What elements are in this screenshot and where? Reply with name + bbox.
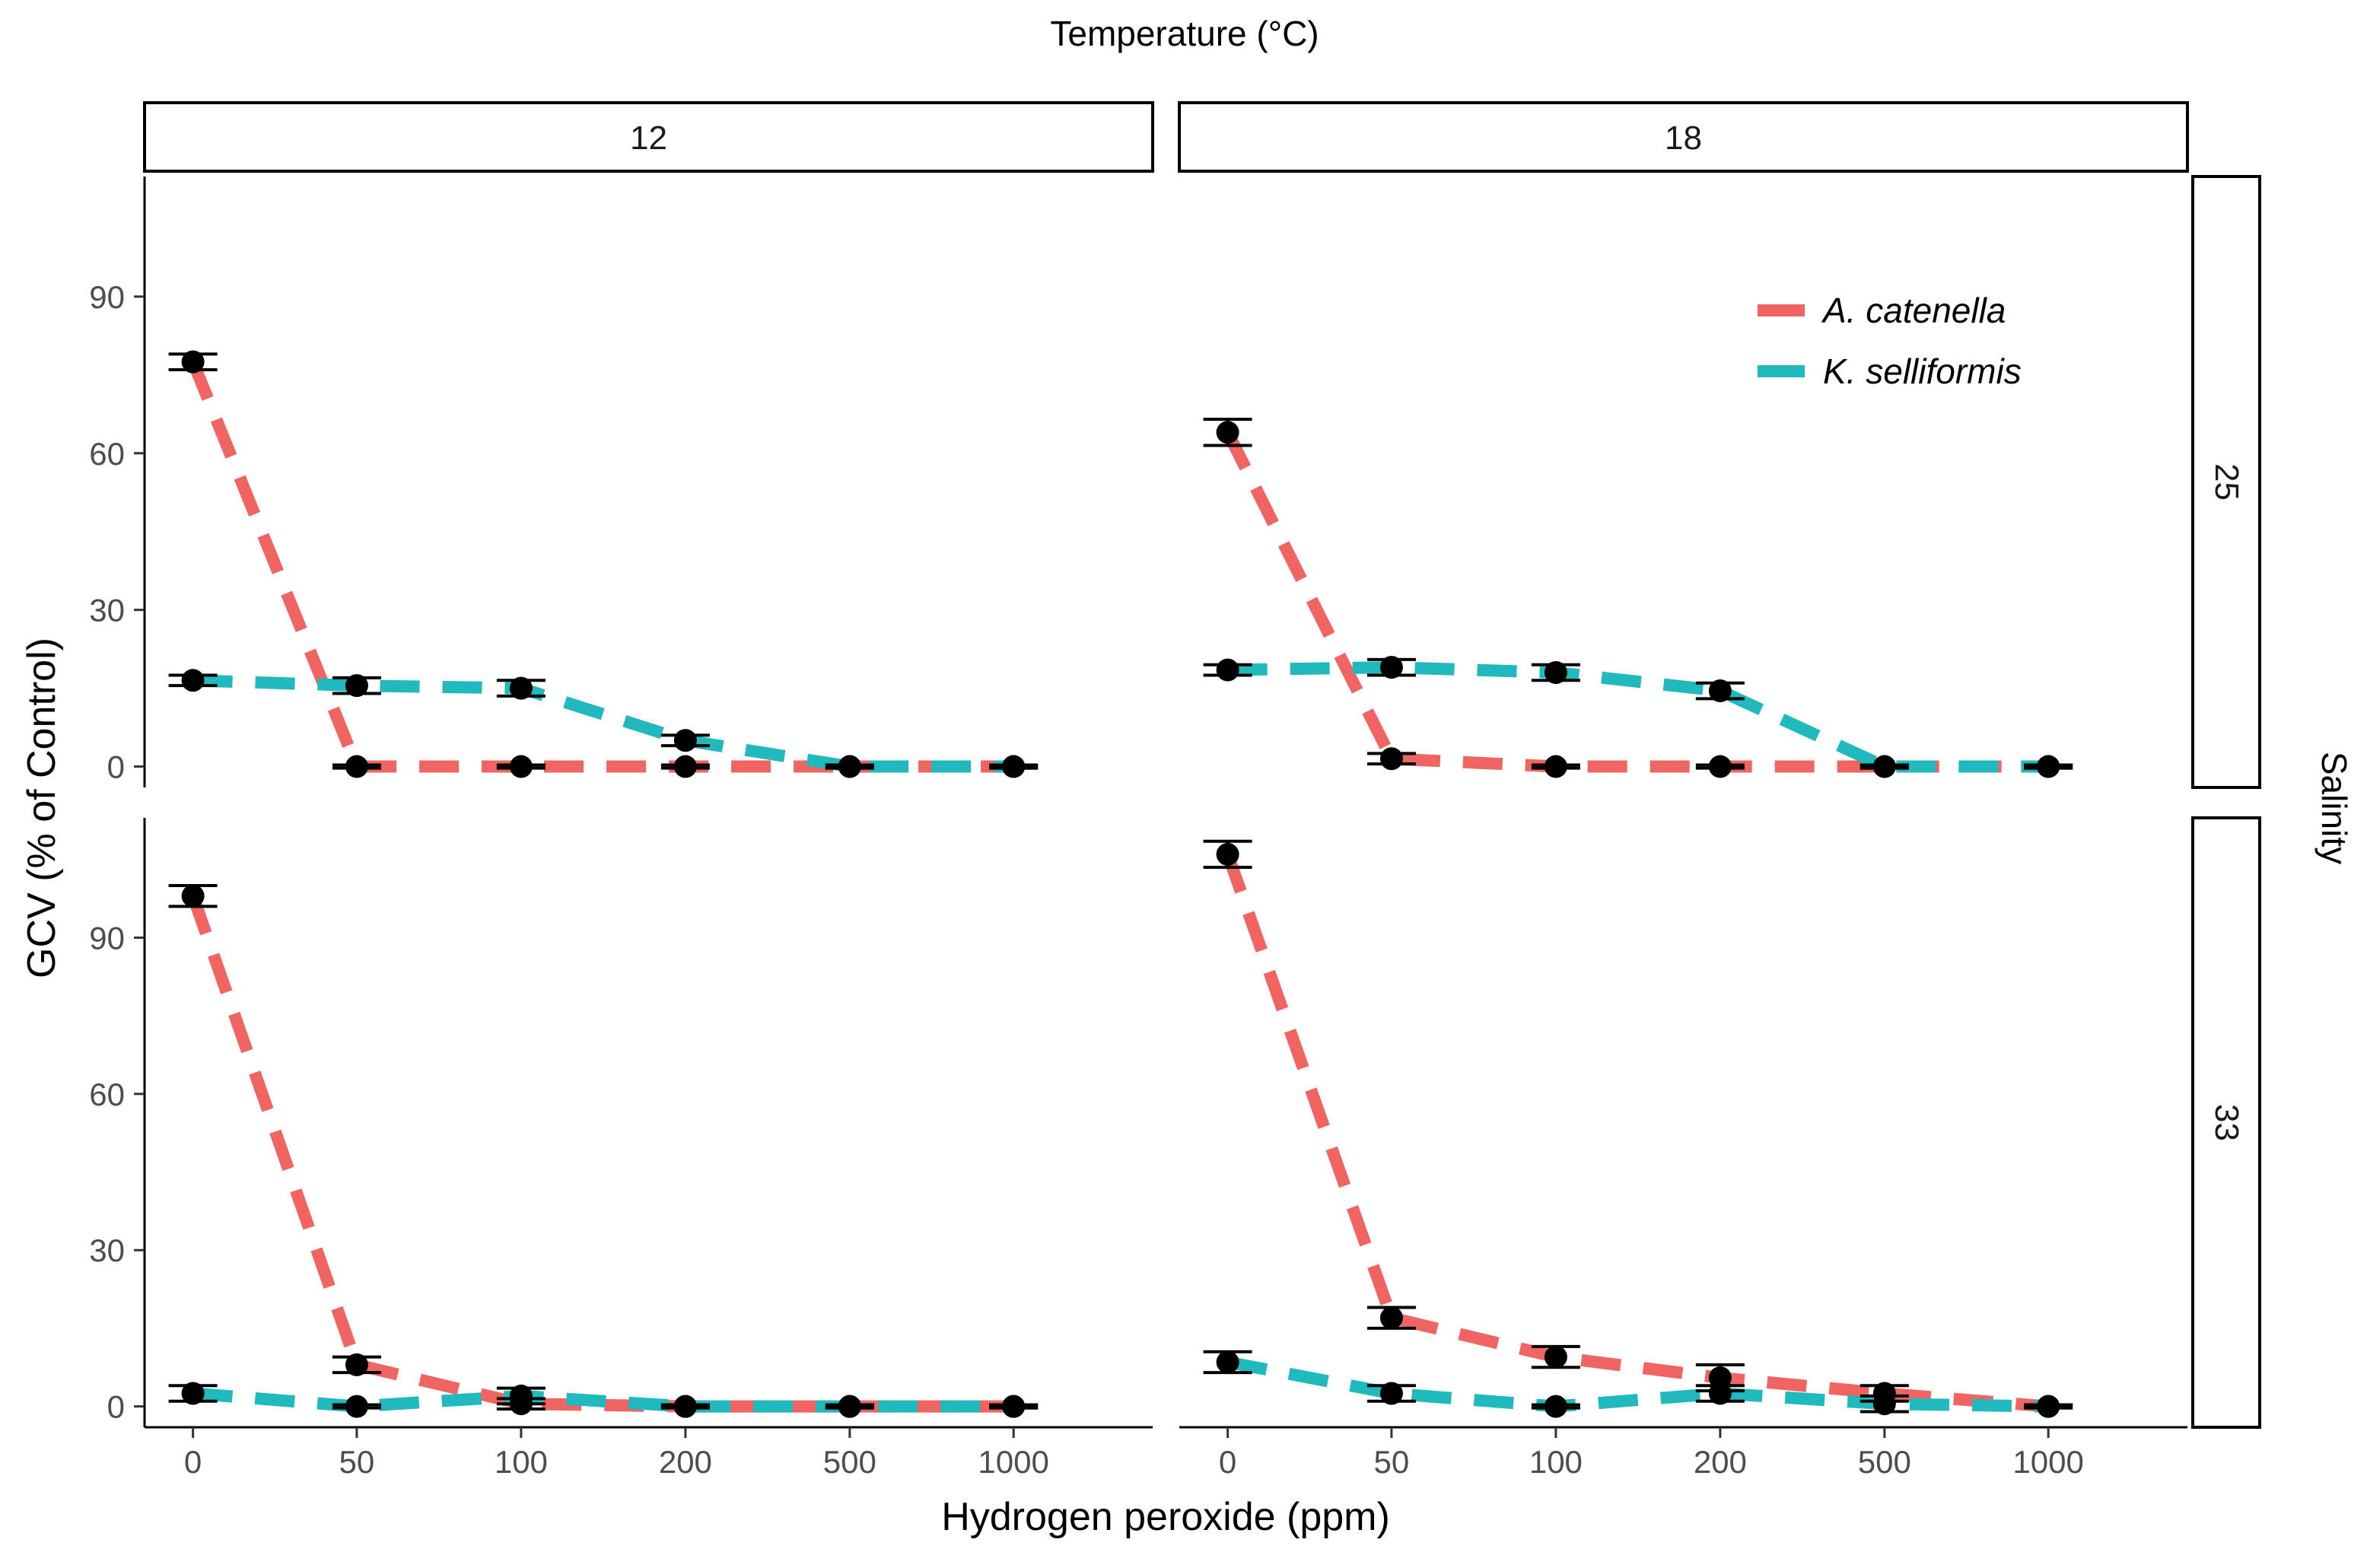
y-tick-label: 30: [89, 1232, 125, 1268]
data-point: [181, 669, 205, 692]
x-tick-label: 500: [1858, 1444, 1911, 1480]
data-point: [838, 1395, 861, 1418]
data-point: [1216, 658, 1239, 682]
x-tick-label: 50: [339, 1444, 375, 1480]
data-point: [509, 755, 533, 778]
error-bars: [168, 352, 2073, 1414]
series-line-k-selliformis-t12-s33: [192, 1387, 1014, 1413]
row-strip-label-25: 25: [2208, 463, 2245, 501]
column-strip-18: [1178, 101, 2189, 173]
data-point: [1216, 842, 1239, 866]
data-point: [509, 676, 533, 700]
data-point: [345, 674, 368, 698]
data-point: [1002, 755, 1026, 778]
x-tick-label: 1000: [978, 1444, 1048, 1480]
x-tick-label: 100: [495, 1444, 548, 1480]
y-axis-title: GCV (% of Control): [20, 638, 64, 978]
data-point: [1708, 1382, 1732, 1405]
row-strip-25: [2191, 175, 2261, 789]
legend-label-1: K. selliformis: [1823, 351, 2022, 391]
x-tick-label: 200: [659, 1444, 712, 1480]
column-strip-12: [143, 101, 1154, 173]
row-strip-label-33: 33: [2208, 1104, 2245, 1141]
data-point: [1379, 656, 1403, 679]
x-tick-label: 500: [823, 1444, 876, 1480]
y-tick-label: 60: [89, 1077, 125, 1112]
data-point: [1708, 755, 1732, 778]
data-point: [345, 1395, 368, 1418]
data-point: [673, 755, 697, 778]
data-point: [345, 755, 368, 778]
x-tick-label: 0: [184, 1444, 202, 1480]
row-strip-33: [2191, 816, 2261, 1429]
row-strip-title: Salinity: [2315, 752, 2354, 864]
chart-text: Temperature (°C) 12 18 25 33 Salinity 0 30 60 90 0…: [20, 14, 2354, 1539]
x-tick-label: 200: [1694, 1444, 1747, 1480]
data-point: [509, 1384, 533, 1407]
series-line-a-catenella-t18-s25: [1222, 429, 2049, 773]
data-point: [1544, 1395, 1567, 1418]
x-tick-label: 100: [1529, 1444, 1583, 1480]
data-point: [1379, 747, 1403, 771]
data-point: [1872, 755, 1896, 778]
y-tick-label: 90: [89, 920, 125, 956]
x-tick-label: 1000: [2012, 1444, 2083, 1480]
x-tick-label: 0: [1219, 1444, 1236, 1480]
y-tick-label: 0: [107, 1389, 125, 1425]
column-strip-label-12: 12: [630, 119, 667, 157]
legend: A. catenella K. selliformis: [1758, 291, 2022, 391]
data-point: [2037, 1395, 2060, 1418]
data-point: [673, 1395, 697, 1418]
chart-title: Temperature (°C): [1050, 14, 1319, 53]
data-point: [1216, 421, 1239, 444]
series-line-a-catenella-t18-s33: [1222, 852, 2049, 1413]
panel-frames: [134, 101, 2261, 1438]
data-point: [1544, 1345, 1567, 1369]
series-line-a-catenella-t12-s33: [187, 894, 1014, 1413]
data-point: [1379, 1306, 1403, 1330]
data-points: [181, 350, 2060, 1418]
data-point: [838, 755, 861, 778]
data-point: [673, 729, 697, 752]
data-point: [1708, 679, 1732, 703]
data-point: [181, 1382, 205, 1405]
data-point: [181, 884, 205, 908]
series-line-k-selliformis-t18-s25: [1227, 661, 2049, 773]
y-tick-label: 90: [89, 279, 125, 315]
data-point: [345, 1353, 368, 1376]
data-point: [1872, 1392, 1896, 1416]
data-point: [1379, 1382, 1403, 1405]
data-point: [1216, 1350, 1239, 1374]
data-point: [1708, 1366, 1732, 1389]
x-tick-label: 50: [1374, 1444, 1410, 1480]
series-lines: [187, 359, 2049, 1413]
series-line-k-selliformis-t18-s33: [1226, 1356, 2049, 1413]
y-tick-label: 30: [89, 593, 125, 628]
x-axis-title: Hydrogen peroxide (ppm): [941, 1495, 1390, 1539]
data-point: [2037, 755, 2060, 778]
series-line-a-catenella-t12-s25: [187, 359, 1014, 773]
data-point: [1002, 1395, 1026, 1418]
data-point: [1544, 755, 1567, 778]
legend-label-0: A. catenella: [1821, 291, 2006, 330]
y-tick-label: 0: [107, 749, 125, 785]
column-strip-label-18: 18: [1665, 119, 1702, 157]
data-point: [1544, 661, 1567, 685]
series-line-k-selliformis-t12-s25: [192, 674, 1014, 773]
data-point: [181, 350, 205, 374]
y-tick-label: 60: [89, 436, 125, 472]
